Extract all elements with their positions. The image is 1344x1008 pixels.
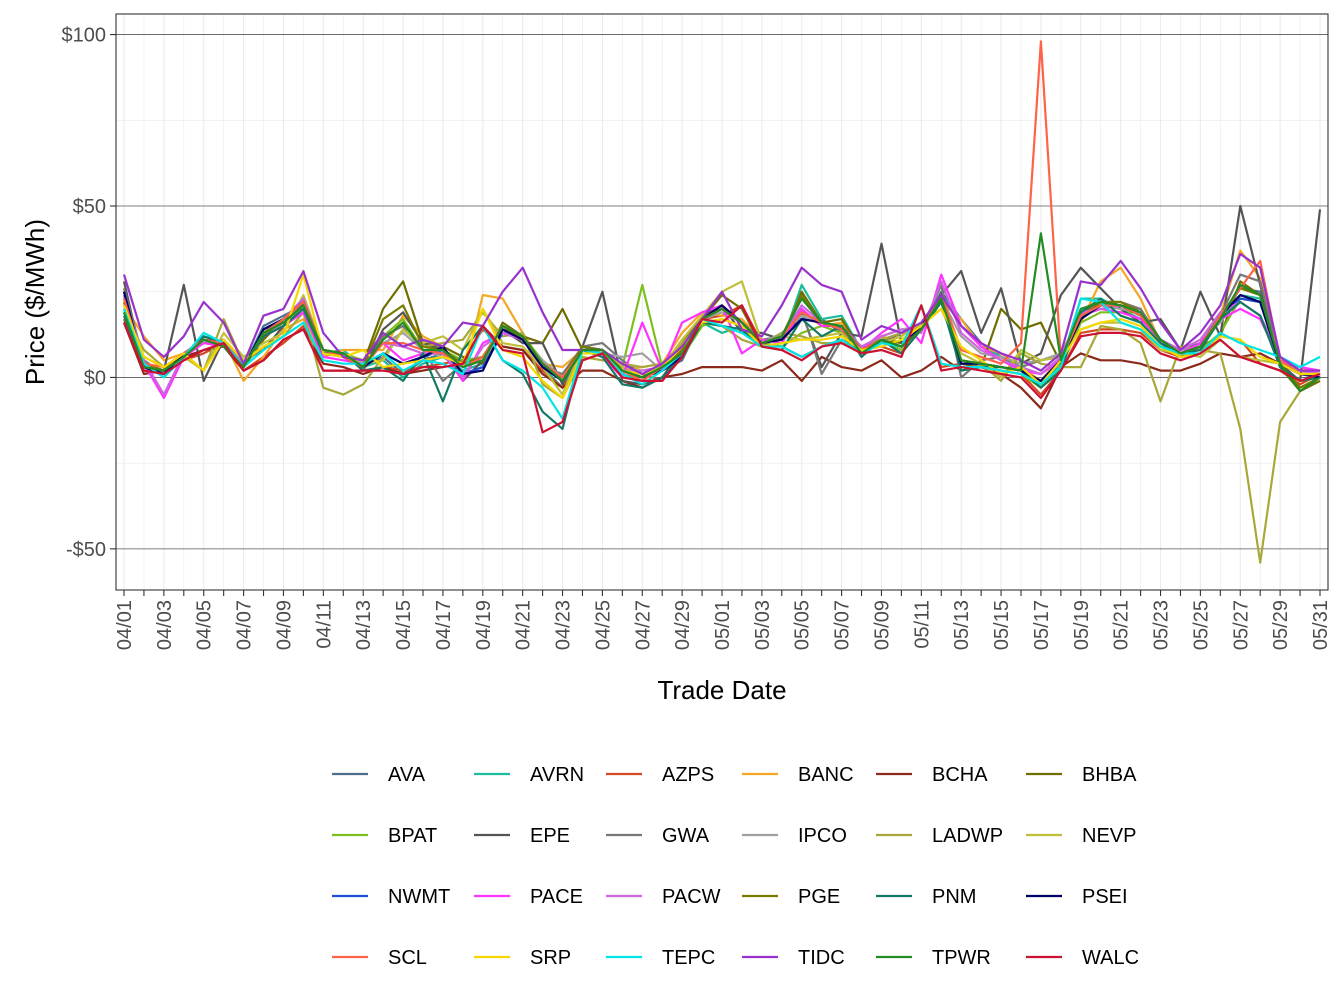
x-tick-label: 05/27 <box>1230 600 1252 650</box>
legend-item-scl: SCL <box>332 947 427 969</box>
x-tick-label: 04/07 <box>234 600 256 650</box>
y-axis-title: Price ($/MWh) <box>20 219 50 385</box>
series-line-walc <box>122 304 1321 434</box>
y-tick-label: $100 <box>62 25 107 47</box>
legend-item-epe: EPE <box>474 825 570 847</box>
legend-label: PACW <box>662 886 721 908</box>
legend-item-pnm: PNM <box>876 886 976 908</box>
grid-minor <box>116 14 1328 590</box>
legend-label: PSEI <box>1082 886 1128 908</box>
legend-item-nevp: NEVP <box>1026 825 1136 847</box>
legend-label: SRP <box>530 947 571 969</box>
x-tick-label: 05/07 <box>832 600 854 650</box>
legend-label: NWMT <box>388 886 450 908</box>
legend: AVA AVRN AZPS BANC BCHA BHBA BPAT EPE GWA IPCO LAD… <box>332 764 1139 969</box>
x-tick-label: 05/31 <box>1310 600 1332 650</box>
legend-item-tidc: TIDC <box>742 947 845 969</box>
x-tick-label: 04/09 <box>273 600 295 650</box>
legend-label: BANC <box>798 764 854 786</box>
legend-label: IPCO <box>798 825 847 847</box>
legend-label: SCL <box>388 947 427 969</box>
x-tick-label: 05/03 <box>752 600 774 650</box>
y-tick-label: $0 <box>84 367 106 389</box>
x-tick-label: 04/27 <box>632 600 654 650</box>
y-tick-label: $50 <box>73 196 106 218</box>
legend-label: AVRN <box>530 764 584 786</box>
x-tick-label: 05/13 <box>951 600 973 650</box>
x-tick-label: 04/25 <box>592 600 614 650</box>
legend-label: AZPS <box>662 764 714 786</box>
legend-item-srp: SRP <box>474 947 571 969</box>
legend-item-walc: WALC <box>1026 947 1139 969</box>
grid-major <box>116 34 1328 550</box>
legend-item-bcha: BCHA <box>876 764 988 786</box>
legend-item-nwmt: NWMT <box>332 886 450 908</box>
x-tick-label: 04/15 <box>393 600 415 650</box>
x-tick-label: 05/09 <box>871 600 893 650</box>
legend-label: BCHA <box>932 764 988 786</box>
x-tick-label: 05/15 <box>991 600 1013 650</box>
legend-item-bpat: BPAT <box>332 825 437 847</box>
legend-item-ipco: IPCO <box>742 825 847 847</box>
legend-label: PACE <box>530 886 583 908</box>
legend-label: TPWR <box>932 947 991 969</box>
legend-item-avrn: AVRN <box>474 764 584 786</box>
legend-label: LADWP <box>932 825 1003 847</box>
x-tick-label: 04/05 <box>194 600 216 650</box>
x-axis: 04/01 04/03 04/05 04/07 04/09 04/11 04/13 04/15… <box>114 590 1332 650</box>
legend-label: BPAT <box>388 825 437 847</box>
legend-label: TIDC <box>798 947 845 969</box>
series-line-tepc <box>122 297 1321 420</box>
x-tick-label: 04/19 <box>473 600 495 650</box>
y-axis: $100 $50 $0 -$50 <box>62 25 116 561</box>
legend-label: WALC <box>1082 947 1139 969</box>
legend-item-pacw: PACW <box>606 886 721 908</box>
legend-item-pge: PGE <box>742 886 840 908</box>
series-lines <box>122 40 1322 564</box>
legend-label: EPE <box>530 825 570 847</box>
legend-label: PGE <box>798 886 840 908</box>
legend-item-gwa: GWA <box>606 825 710 847</box>
x-tick-label: 04/13 <box>353 600 375 650</box>
x-tick-label: 05/01 <box>712 600 734 650</box>
x-tick-label: 05/11 <box>911 600 933 649</box>
series-line-tidc <box>122 252 1320 376</box>
x-tick-label: 05/25 <box>1190 600 1212 650</box>
x-tick-label: 05/23 <box>1151 600 1173 650</box>
x-tick-label: 05/21 <box>1111 600 1133 650</box>
x-tick-label: 04/17 <box>433 600 455 650</box>
legend-item-azps: AZPS <box>606 764 714 786</box>
legend-item-ladwp: LADWP <box>876 825 1003 847</box>
x-tick-label: 04/03 <box>154 600 176 650</box>
x-tick-label: 05/29 <box>1270 600 1292 650</box>
x-tick-label: 05/05 <box>792 600 814 650</box>
x-axis-title: Trade Date <box>657 675 786 705</box>
legend-label: BHBA <box>1082 764 1137 786</box>
legend-label: NEVP <box>1082 825 1136 847</box>
series-line-tpwr <box>122 232 1321 393</box>
legend-item-tpwr: TPWR <box>876 947 991 969</box>
legend-item-tepc: TEPC <box>606 947 715 969</box>
legend-label: PNM <box>932 886 976 908</box>
legend-item-psei: PSEI <box>1026 886 1128 908</box>
y-tick-label: -$50 <box>66 539 106 561</box>
legend-label: GWA <box>662 825 710 847</box>
legend-item-bhba: BHBA <box>1026 764 1137 786</box>
legend-label: TEPC <box>662 947 715 969</box>
x-tick-label: 05/19 <box>1071 600 1093 650</box>
legend-item-banc: BANC <box>742 764 854 786</box>
x-tick-label: 04/11 <box>313 600 335 649</box>
legend-item-ava: AVA <box>332 764 426 786</box>
x-tick-label: 04/23 <box>553 600 575 650</box>
legend-label: AVA <box>388 764 426 786</box>
legend-item-pace: PACE <box>474 886 583 908</box>
x-tick-label: 04/21 <box>513 600 535 650</box>
x-tick-label: 04/29 <box>672 600 694 650</box>
x-tick-label: 05/17 <box>1031 600 1053 650</box>
x-tick-label: 04/01 <box>114 600 136 650</box>
series-line-bcha <box>122 322 1320 410</box>
series-line-srp <box>122 273 1320 400</box>
